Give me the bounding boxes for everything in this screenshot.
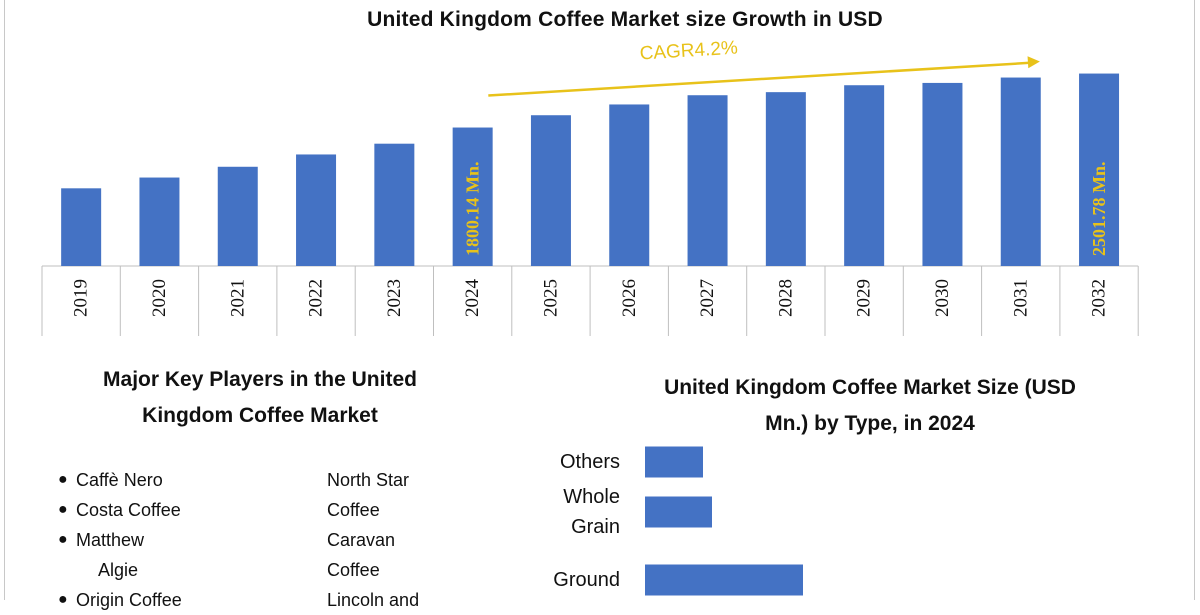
player-name: Costa Coffee — [76, 500, 181, 520]
type-title-line-2: Mn.) by Type, in 2024 — [765, 412, 975, 435]
bar — [217, 166, 258, 266]
x-tick-label: 2026 — [619, 279, 640, 317]
cagr-label: CAGR4.2% — [639, 38, 738, 65]
player-name: Caffè Nero — [76, 470, 163, 490]
bar — [609, 104, 650, 266]
x-tick-label: 2025 — [540, 279, 561, 317]
x-tick-label: 2021 — [227, 279, 248, 317]
bar — [374, 143, 415, 266]
left-frame-line — [4, 0, 5, 600]
x-tick-label: 2029 — [854, 279, 875, 317]
bar — [530, 115, 571, 266]
cagr-arrow-line — [488, 61, 1034, 97]
x-tick-label: 2027 — [697, 279, 718, 317]
growth-bar-chart: 2019 2020 2021 2022 2023 2024 2025 2026 2027 2028… — [41, 38, 1139, 336]
y-tick-label: Others — [560, 451, 620, 473]
type-bar-chart: Others Whole Grain Ground — [553, 446, 803, 596]
bar — [645, 496, 712, 528]
players-list-column-2: North Star Coffee Caravan Coffee Lincoln… — [327, 465, 419, 615]
bar — [452, 127, 493, 266]
bar — [922, 82, 963, 266]
player-line: Lincoln and — [327, 590, 420, 610]
player-line: Caravan — [327, 530, 396, 550]
bullet-icon: ● — [58, 501, 68, 518]
player-item: ● Matthew — [58, 525, 182, 555]
player-item: ● Caffè Nero — [58, 465, 182, 495]
bar — [645, 564, 803, 596]
player-name: Matthew — [76, 530, 145, 550]
x-tick-label: 2032 — [1089, 279, 1110, 317]
bar — [765, 92, 806, 267]
y-tick-label: Ground — [553, 569, 620, 591]
players-list: ● Caffè Nero ● Costa Coffee ● Matthew Al… — [58, 465, 182, 615]
x-tick-label: 2031 — [1010, 279, 1031, 317]
bar — [1079, 73, 1120, 266]
type-title-line-1: United Kingdom Coffee Market Size (USD — [664, 376, 1076, 399]
player-line: North Star — [327, 470, 410, 490]
players-title-line-1: Major Key Players in the United — [103, 368, 417, 391]
data-label: 1800.14 Mn. — [463, 161, 483, 256]
arrow-head-icon — [1027, 56, 1040, 69]
player-item-continued: Algie — [58, 555, 182, 585]
data-label: 2501.78 Mn. — [1089, 162, 1109, 257]
bar — [844, 85, 885, 266]
bar — [1000, 77, 1041, 267]
main-chart-title: United Kingdom Coffee Market size Growth… — [367, 8, 883, 31]
x-tick-label: 2023 — [384, 279, 405, 317]
player-item: ● Origin Coffee — [58, 585, 182, 615]
right-frame-line — [1194, 0, 1195, 600]
bar — [61, 188, 102, 266]
player-line: Coffee — [327, 560, 380, 580]
player-item: ● Costa Coffee — [58, 495, 182, 525]
bar — [645, 446, 703, 478]
type-chart-title: United Kingdom Coffee Market Size (USD M… — [600, 370, 1140, 442]
x-tick-label: 2024 — [462, 279, 483, 318]
bullet-icon: ● — [58, 531, 68, 548]
bar — [139, 177, 180, 266]
players-title-line-2: Kingdom Coffee Market — [142, 404, 378, 427]
player-line: Coffee — [327, 500, 380, 520]
bullet-icon: ● — [58, 471, 68, 488]
y-tick-label: Grain — [571, 516, 620, 538]
x-tick-label: 2028 — [775, 279, 796, 317]
player-name: Origin Coffee — [76, 590, 182, 610]
players-title: Major Key Players in the United Kingdom … — [60, 362, 460, 434]
bar — [687, 95, 728, 266]
x-tick-label: 2022 — [306, 279, 327, 317]
player-name-continued: Algie — [98, 560, 139, 580]
x-tick-label: 2030 — [932, 279, 953, 317]
y-tick-label: Whole — [563, 486, 620, 508]
x-tick-label: 2020 — [149, 279, 170, 317]
bar — [296, 154, 337, 266]
x-tick-label: 2019 — [71, 279, 92, 317]
bullet-icon: ● — [58, 591, 68, 608]
